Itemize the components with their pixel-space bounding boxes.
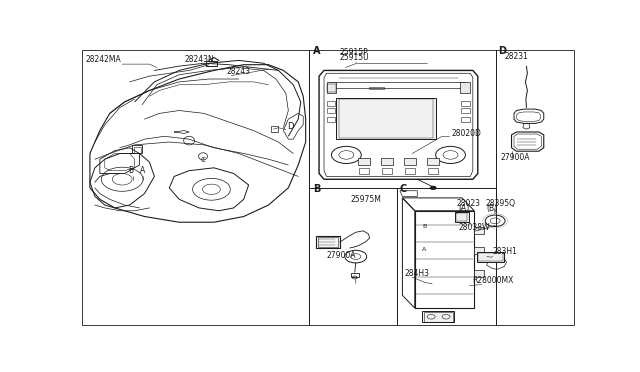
Bar: [326, 101, 335, 106]
Bar: [271, 126, 278, 132]
Bar: [332, 82, 465, 87]
Bar: [337, 97, 436, 139]
Bar: [461, 108, 470, 113]
Text: (B): (B): [486, 204, 498, 213]
Bar: [477, 252, 504, 262]
Text: 28243N: 28243N: [184, 55, 214, 64]
Text: (A): (A): [458, 204, 469, 213]
Bar: [326, 117, 335, 122]
Text: A: A: [313, 45, 321, 55]
Bar: [405, 168, 415, 173]
Bar: [456, 213, 467, 221]
Bar: [424, 312, 453, 322]
Bar: [326, 108, 335, 113]
Text: A: A: [422, 247, 426, 252]
Bar: [358, 158, 370, 165]
Bar: [316, 236, 340, 248]
Text: C: C: [201, 157, 206, 163]
Bar: [478, 253, 502, 262]
Text: 28020D: 28020D: [451, 129, 481, 138]
Bar: [317, 237, 339, 247]
Polygon shape: [460, 82, 470, 93]
Bar: [309, 50, 495, 188]
Text: C: C: [399, 184, 406, 194]
Bar: [339, 99, 433, 138]
Text: 284H3: 284H3: [405, 269, 430, 278]
Text: 283H1: 283H1: [493, 247, 518, 256]
Bar: [132, 145, 142, 154]
Text: 27900A: 27900A: [500, 153, 530, 161]
Bar: [422, 311, 454, 323]
Bar: [369, 87, 383, 89]
Bar: [382, 168, 392, 173]
Text: 28038W: 28038W: [458, 223, 490, 232]
Bar: [309, 188, 397, 326]
Bar: [455, 212, 469, 222]
Text: 28243: 28243: [227, 67, 250, 76]
Bar: [428, 168, 438, 173]
Bar: [461, 101, 470, 106]
Bar: [359, 168, 369, 173]
Bar: [207, 61, 218, 65]
Polygon shape: [326, 82, 337, 93]
Text: D: D: [498, 45, 506, 55]
Text: 25975M: 25975M: [350, 195, 381, 205]
Text: D: D: [287, 122, 294, 131]
Text: A: A: [140, 166, 145, 175]
Text: B: B: [129, 166, 134, 175]
Circle shape: [430, 186, 436, 190]
Text: B: B: [422, 224, 426, 229]
Bar: [381, 158, 393, 165]
Text: 28023: 28023: [457, 199, 481, 208]
Bar: [495, 50, 573, 326]
Bar: [397, 188, 495, 326]
Bar: [474, 227, 484, 234]
Bar: [461, 117, 470, 122]
Bar: [474, 247, 484, 254]
Text: R28000MX: R28000MX: [472, 276, 513, 285]
Text: 28231: 28231: [504, 52, 529, 61]
Text: 27900A: 27900A: [326, 251, 356, 260]
Text: 25915U: 25915U: [340, 53, 369, 62]
Bar: [134, 147, 141, 153]
Bar: [474, 270, 484, 278]
Bar: [428, 158, 439, 165]
Text: 28242MA: 28242MA: [86, 55, 122, 64]
Text: B: B: [313, 184, 321, 194]
Bar: [404, 158, 416, 165]
Text: 28395Q: 28395Q: [485, 199, 515, 208]
Bar: [83, 50, 309, 326]
Text: 25915P: 25915P: [340, 48, 369, 57]
